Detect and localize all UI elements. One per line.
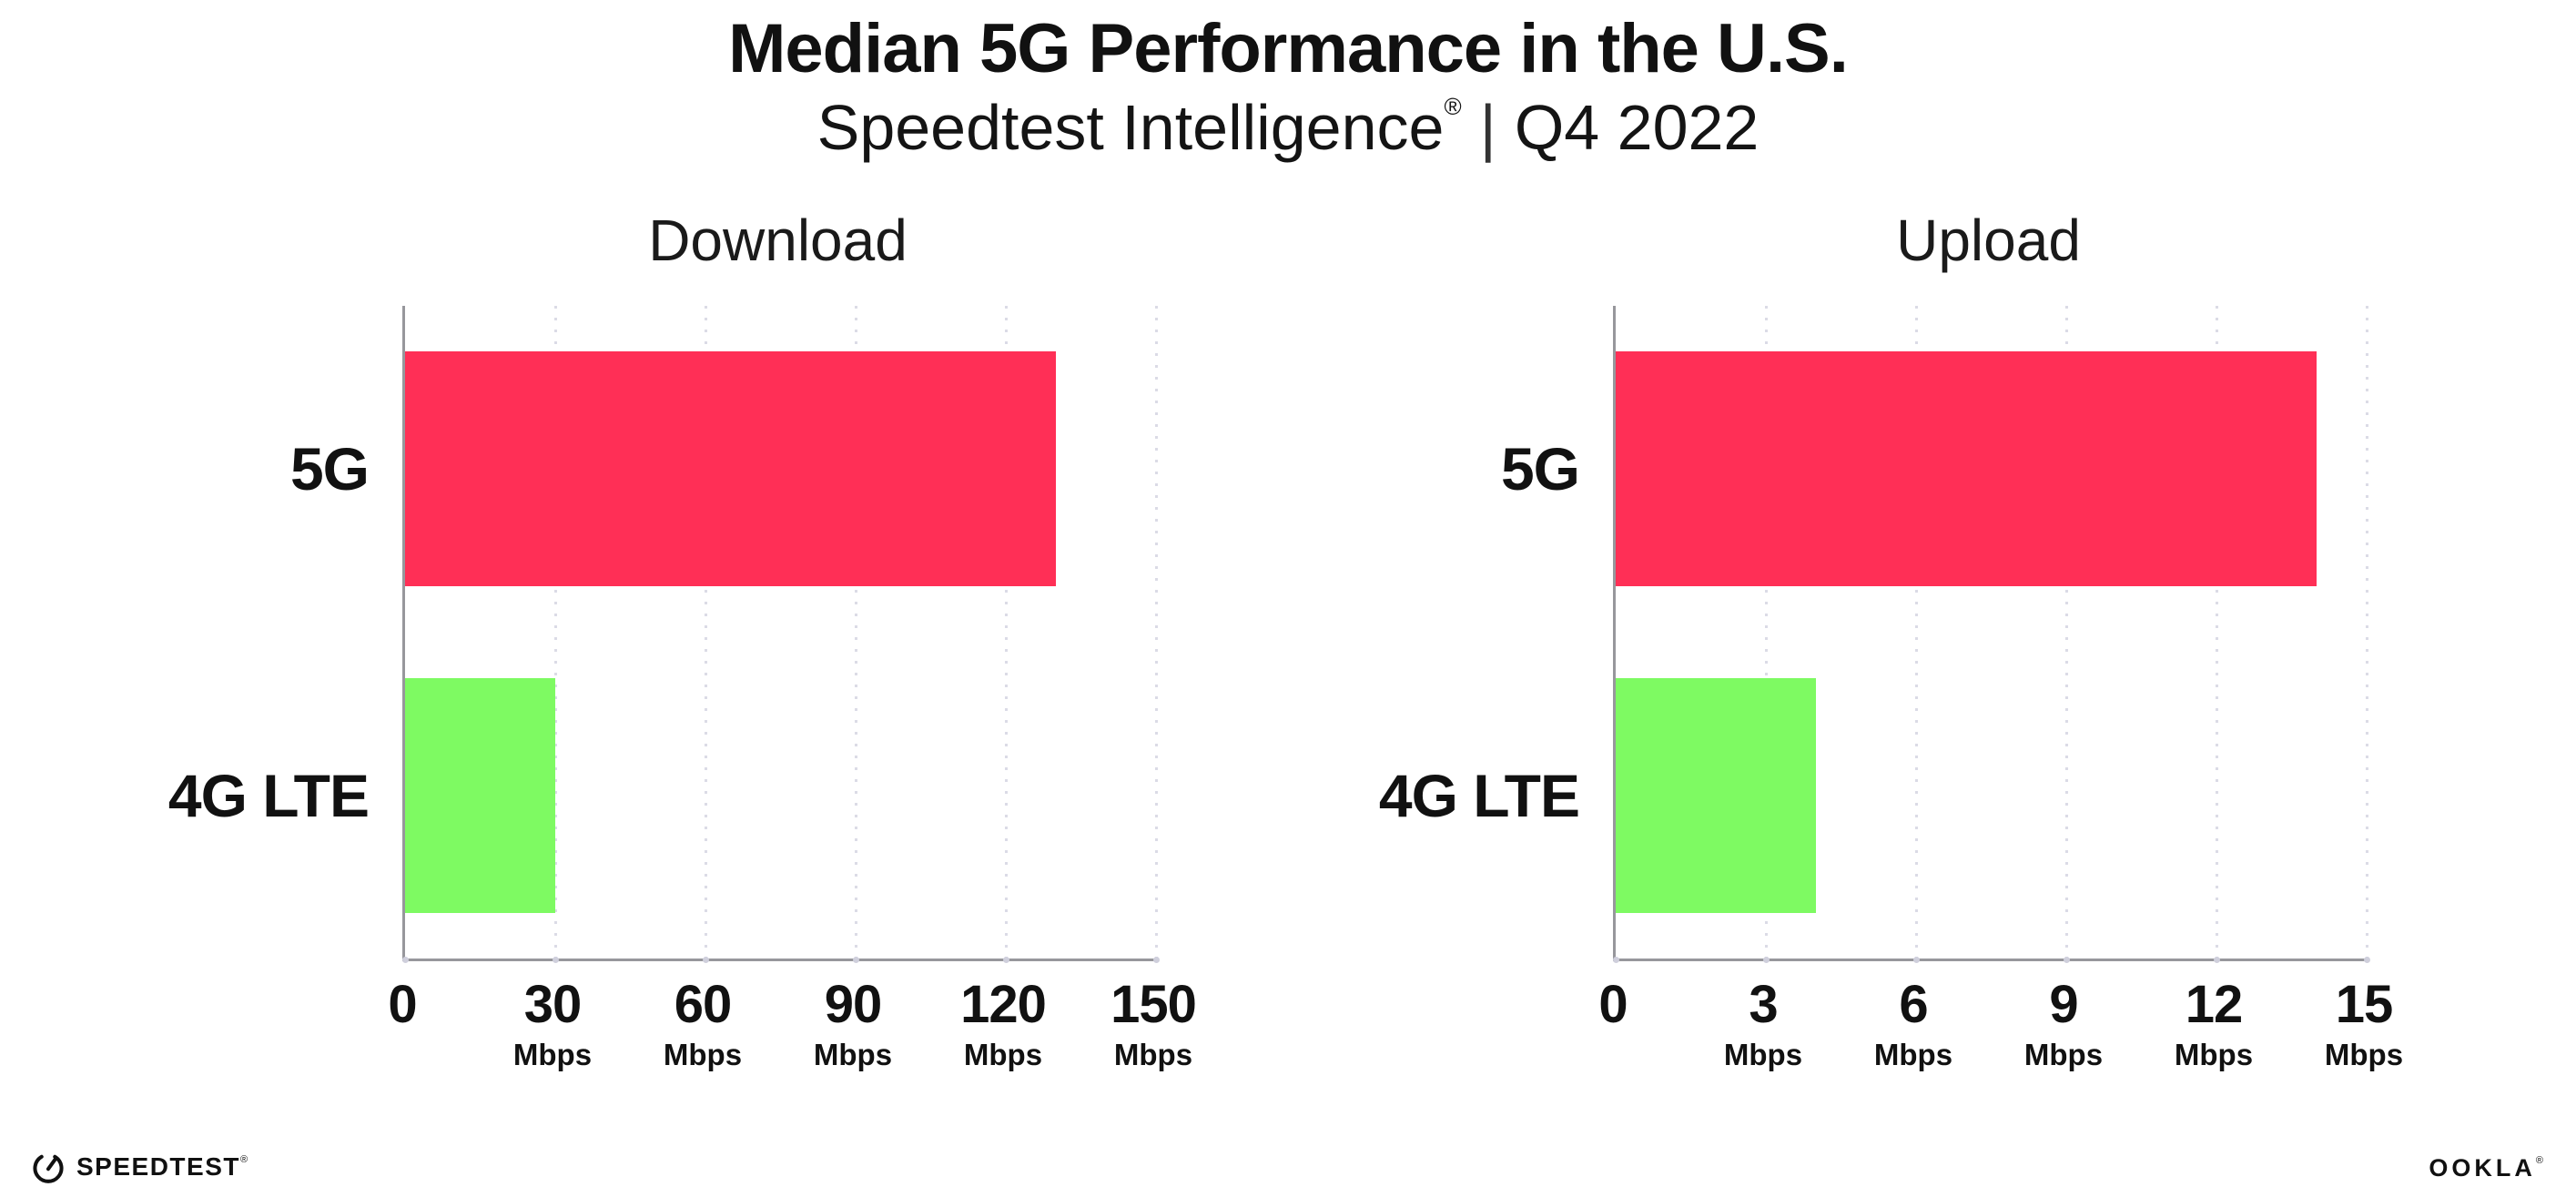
x-tick-value: 120 [960,975,1047,1034]
speedtest-logo: SPEEDTEST® [31,1150,248,1184]
registered-mark: ® [239,1154,248,1165]
gridline [1004,306,1008,959]
x-tick-unit: Mbps [1113,1038,1193,1071]
tick-dot [2363,957,2370,963]
subtitle-period: Q4 2022 [1514,92,1760,163]
x-axis-ticks: 0 30 Mbps 60 Mbps 90 Mbps 120 Mbps 150 Mbps [388,975,1197,1106]
tick-dot [2213,957,2220,963]
upload-chart-title: Upload [1896,208,2081,273]
tick-dot [852,957,859,963]
gridline [1914,306,1918,959]
ookla-wordmark: OOKLA [2429,1154,2536,1182]
x-tick-value: 12 [2185,975,2244,1034]
gridline [2365,306,2368,959]
x-tick-label: 150 Mbps [1111,975,1197,1071]
bar-5g [1616,351,2317,587]
gridline [553,306,557,959]
gridline [2215,306,2218,959]
tick-dot [401,957,409,963]
x-tick-value: 30 [523,975,583,1034]
registered-mark: ® [2535,1155,2543,1166]
x-tick-label: 12 Mbps [2175,979,2253,1070]
plot-area [1612,306,2370,963]
x-tick-value: 150 [1111,975,1197,1034]
x-tick-label: 30 Mbps [513,979,592,1070]
x-tick-unit: Mbps [963,1038,1043,1071]
x-tick-label: 3 Mbps [1724,979,1802,1070]
plot-area [401,306,1160,963]
x-tick-unit: Mbps [1723,1038,1803,1071]
tick-dot [552,957,559,963]
gridline [704,306,707,959]
x-tick-value: 9 [2049,975,2078,1034]
category-label: 4G LTE [1378,761,1580,829]
y-axis-labels: 5G 4G LTE [1288,306,1580,959]
x-tick-unit: Mbps [2023,1038,2104,1071]
x-tick-unit: Mbps [813,1038,893,1071]
x-tick-label: 0 [388,975,417,1034]
tick-dot [1152,957,1160,963]
bar-4g-lte [405,677,555,913]
x-tick-value: 0 [1598,975,1628,1034]
registered-mark: ® [1444,93,1462,120]
ookla-logo: OOKLA® [2429,1154,2543,1182]
x-tick-unit: Mbps [2324,1038,2404,1071]
subtitle-brand: Speedtest Intelligence [816,92,1445,163]
gridline [1764,306,1768,959]
x-tick-value: 60 [674,975,733,1034]
x-tick-value: 6 [1899,975,1928,1034]
x-tick-label: 90 Mbps [814,979,892,1070]
x-tick-label: 120 Mbps [960,975,1047,1071]
speedtest-gauge-icon [33,1154,64,1183]
download-chart-title: Download [648,208,908,273]
x-tick-label: 9 Mbps [2024,979,2103,1070]
upload-chart: Upload 5G 4G LTE 0 3 Mbps 6 Mbps 9 Mbps 12 Mbps 15… [1379,211,2403,1070]
subtitle: Speedtest Intelligence® | Q4 2022 [0,91,2576,165]
category-label: 5G [1500,435,1580,503]
x-tick-label: 0 [1598,975,1628,1034]
x-tick-unit: Mbps [663,1038,743,1071]
x-tick-unit: Mbps [512,1038,593,1071]
x-tick-label: 60 Mbps [664,979,742,1070]
category-label: 5G [289,435,370,503]
page-title: Median 5G Performance in the U.S. [728,10,1849,87]
category-label: 4G LTE [167,761,370,829]
y-axis-labels: 5G 4G LTE [77,306,370,959]
tick-dot [2063,957,2070,963]
x-tick-value: 0 [388,975,417,1034]
tick-dot [1762,957,1770,963]
subtitle-separator: | [1479,92,1496,163]
gridline [2064,306,2068,959]
tick-dot [1002,957,1009,963]
x-tick-label: 15 Mbps [2325,979,2403,1070]
gridline [854,306,857,959]
tick-dot [1612,957,1619,963]
x-tick-unit: Mbps [2174,1038,2254,1071]
x-axis-ticks: 0 3 Mbps 6 Mbps 9 Mbps 12 Mbps 15 Mbps [1598,979,2403,1106]
download-chart: Download 5G 4G LTE 0 30 Mbps 60 Mbps 90 Mbps 120… [168,211,1197,1070]
x-tick-label: 6 Mbps [1874,979,1952,1070]
bar-4g-lte [1616,677,1816,913]
tick-dot [702,957,709,963]
x-tick-unit: Mbps [1873,1038,1953,1071]
bar-5g [405,351,1056,587]
tick-dot [1912,957,1920,963]
x-tick-value: 3 [1749,975,1778,1034]
x-tick-value: 15 [2335,975,2394,1034]
gridline [1154,306,1158,959]
speedtest-wordmark: SPEEDTEST [76,1152,240,1181]
x-tick-value: 90 [824,975,883,1034]
